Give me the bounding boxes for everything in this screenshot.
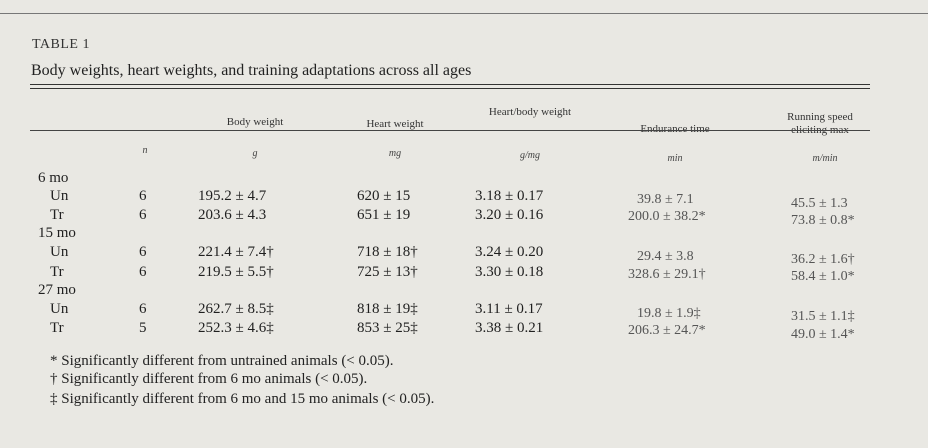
cell-n: 5 (139, 320, 147, 336)
unit-endurance-time: min (667, 153, 683, 164)
cell-body-weight: 262.7 ± 8.5‡ (198, 301, 274, 317)
cell-heart-weight: 725 ± 13† (357, 264, 418, 280)
unit-heart-body-weight: g/mg (520, 150, 540, 161)
cell-n: 6 (139, 207, 147, 223)
cell-endurance: 29.4 ± 3.8 (637, 249, 694, 264)
cell-heart-body: 3.24 ± 0.20 (475, 244, 544, 260)
cell-n: 6 (139, 244, 147, 260)
header-heart-body-weight: Heart/body weight (488, 106, 572, 118)
unit-heart-weight: mg (388, 148, 402, 159)
row-label: Un (50, 188, 69, 204)
cell-heart-weight: 651 ± 19 (357, 207, 411, 223)
row-label: Tr (50, 264, 64, 280)
header-rule-top (30, 84, 870, 85)
row-label: Tr (50, 320, 64, 336)
footnote-untrained: * Significantly different from untrained… (50, 353, 394, 369)
footnote-6mo-15mo: ‡ Significantly different from 6 mo and … (50, 391, 435, 407)
unit-running-speed: m/min (812, 153, 838, 164)
cell-n: 6 (139, 188, 147, 204)
header-endurance-time: Endurance time (640, 123, 710, 135)
cell-body-weight: 252.3 ± 4.6‡ (198, 320, 274, 336)
unit-body-weight: g (252, 148, 258, 159)
cell-n: 6 (139, 301, 147, 317)
row-label: Tr (50, 207, 64, 223)
cell-heart-body: 3.18 ± 0.17 (475, 188, 544, 204)
group-label-6mo: 6 mo (38, 170, 69, 186)
cell-heart-body: 3.30 ± 0.18 (475, 264, 544, 280)
cell-body-weight: 221.4 ± 7.4† (198, 244, 274, 260)
cell-endurance: 200.0 ± 38.2* (628, 209, 706, 224)
table-label: TABLE 1 (32, 37, 90, 52)
cell-endurance: 19.8 ± 1.9‡ (637, 306, 701, 321)
group-label-15mo: 15 mo (38, 225, 76, 241)
cell-endurance: 328.6 ± 29.1† (628, 267, 706, 282)
header-rule-double (30, 88, 870, 89)
table-caption: Body weights, heart weights, and trainin… (31, 62, 472, 79)
cell-running: 49.0 ± 1.4* (791, 327, 855, 342)
cell-body-weight: 195.2 ± 4.7 (198, 188, 267, 204)
top-border-rule (0, 13, 928, 14)
cell-running: 45.5 ± 1.3 (791, 196, 848, 211)
header-body-weight: Body weight (226, 116, 284, 128)
row-label: Un (50, 301, 69, 317)
cell-running: 73.8 ± 0.8* (791, 213, 855, 228)
cell-running: 58.4 ± 1.0* (791, 269, 855, 284)
cell-heart-body: 3.11 ± 0.17 (475, 301, 543, 317)
cell-running: 31.5 ± 1.1‡ (791, 309, 855, 324)
cell-body-weight: 203.6 ± 4.3 (198, 207, 267, 223)
header-rule-bottom (30, 130, 870, 131)
cell-heart-weight: 718 ± 18† (357, 244, 418, 260)
header-heart-weight: Heart weight (366, 118, 424, 130)
cell-endurance: 206.3 ± 24.7* (628, 323, 706, 338)
cell-n: 6 (139, 264, 147, 280)
group-label-27mo: 27 mo (38, 282, 76, 298)
cell-heart-weight: 853 ± 25‡ (357, 320, 418, 336)
cell-endurance: 39.8 ± 7.1 (637, 192, 694, 207)
cell-heart-body: 3.20 ± 0.16 (475, 207, 544, 223)
row-label: Un (50, 244, 69, 260)
cell-heart-weight: 620 ± 15 (357, 188, 411, 204)
cell-running: 36.2 ± 1.6† (791, 252, 855, 267)
cell-heart-weight: 818 ± 19‡ (357, 301, 418, 317)
unit-n: n (142, 145, 148, 156)
footnote-6mo: † Significantly different from 6 mo anim… (50, 371, 368, 387)
cell-body-weight: 219.5 ± 5.5† (198, 264, 274, 280)
cell-heart-body: 3.38 ± 0.21 (475, 320, 544, 336)
